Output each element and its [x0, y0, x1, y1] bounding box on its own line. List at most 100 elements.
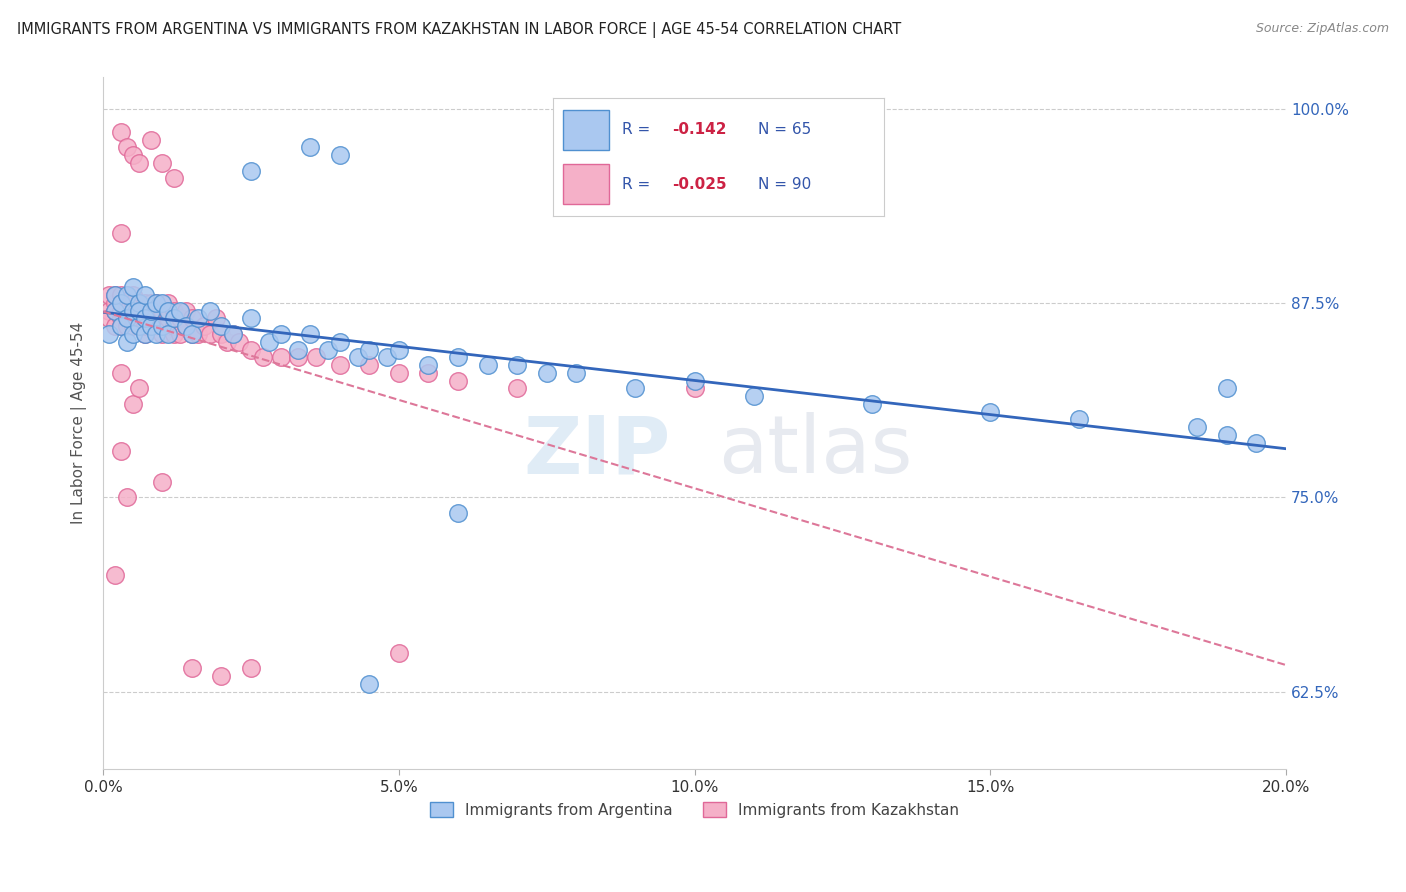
- Point: [252, 351, 274, 365]
- Point: [98, 303, 121, 318]
- Point: [240, 311, 263, 326]
- Point: [447, 374, 470, 388]
- Point: [565, 366, 588, 380]
- Point: [211, 319, 233, 334]
- Point: [270, 326, 292, 341]
- Point: [187, 311, 209, 326]
- Point: [211, 326, 233, 341]
- Point: [316, 343, 339, 357]
- Point: [187, 326, 209, 341]
- Point: [110, 311, 132, 326]
- Point: [128, 296, 150, 310]
- Point: [228, 334, 250, 349]
- Point: [174, 319, 197, 334]
- Point: [150, 156, 173, 170]
- Point: [222, 326, 245, 341]
- Point: [128, 296, 150, 310]
- Point: [104, 288, 127, 302]
- Point: [211, 669, 233, 683]
- Point: [174, 303, 197, 318]
- Point: [375, 351, 398, 365]
- Point: [329, 334, 352, 349]
- Text: IMMIGRANTS FROM ARGENTINA VS IMMIGRANTS FROM KAZAKHSTAN IN LABOR FORCE | AGE 45-: IMMIGRANTS FROM ARGENTINA VS IMMIGRANTS …: [17, 22, 901, 38]
- Point: [145, 303, 167, 318]
- Point: [134, 319, 156, 334]
- Point: [163, 319, 186, 334]
- Point: [139, 319, 162, 334]
- Point: [121, 303, 143, 318]
- Point: [121, 288, 143, 302]
- Point: [169, 303, 191, 318]
- Point: [329, 148, 352, 162]
- Point: [157, 303, 180, 318]
- Point: [193, 319, 215, 334]
- Point: [447, 506, 470, 520]
- Point: [139, 303, 162, 318]
- Point: [157, 326, 180, 341]
- Point: [121, 296, 143, 310]
- Point: [150, 326, 173, 341]
- Point: [683, 374, 706, 388]
- Point: [139, 303, 162, 318]
- Point: [359, 358, 381, 372]
- Point: [240, 661, 263, 675]
- Point: [506, 381, 529, 395]
- Point: [128, 319, 150, 334]
- Point: [115, 311, 138, 326]
- Point: [145, 326, 167, 341]
- Point: [115, 296, 138, 310]
- Point: [150, 296, 173, 310]
- Point: [169, 326, 191, 341]
- Point: [104, 303, 127, 318]
- Point: [418, 358, 440, 372]
- Point: [157, 319, 180, 334]
- Point: [98, 326, 121, 341]
- Point: [299, 326, 322, 341]
- Point: [418, 366, 440, 380]
- Point: [217, 334, 239, 349]
- Point: [121, 311, 143, 326]
- Point: [270, 351, 292, 365]
- Point: [128, 303, 150, 318]
- Point: [180, 326, 202, 341]
- Point: [121, 319, 143, 334]
- Point: [139, 319, 162, 334]
- Y-axis label: In Labor Force | Age 45-54: In Labor Force | Age 45-54: [72, 322, 87, 524]
- Point: [150, 303, 173, 318]
- Point: [139, 311, 162, 326]
- Text: atlas: atlas: [718, 412, 912, 490]
- Point: [180, 326, 202, 341]
- Point: [128, 156, 150, 170]
- Point: [257, 334, 280, 349]
- Point: [121, 280, 143, 294]
- Point: [145, 296, 167, 310]
- Point: [979, 405, 1001, 419]
- Legend: Immigrants from Argentina, Immigrants from Kazakhstan: Immigrants from Argentina, Immigrants fr…: [423, 796, 966, 824]
- Point: [128, 303, 150, 318]
- Point: [121, 397, 143, 411]
- Point: [359, 677, 381, 691]
- Point: [145, 319, 167, 334]
- Point: [683, 381, 706, 395]
- Point: [150, 319, 173, 334]
- Point: [110, 296, 132, 310]
- Point: [98, 288, 121, 302]
- Point: [110, 366, 132, 380]
- Point: [1187, 420, 1209, 434]
- Point: [134, 296, 156, 310]
- Point: [134, 326, 156, 341]
- Point: [157, 311, 180, 326]
- Point: [477, 358, 499, 372]
- Point: [121, 326, 143, 341]
- Point: [98, 311, 121, 326]
- Point: [346, 351, 368, 365]
- Point: [163, 171, 186, 186]
- Point: [388, 366, 411, 380]
- Point: [110, 319, 132, 334]
- Point: [180, 311, 202, 326]
- Point: [115, 334, 138, 349]
- Point: [222, 326, 245, 341]
- Point: [134, 326, 156, 341]
- Point: [134, 311, 156, 326]
- Point: [299, 140, 322, 154]
